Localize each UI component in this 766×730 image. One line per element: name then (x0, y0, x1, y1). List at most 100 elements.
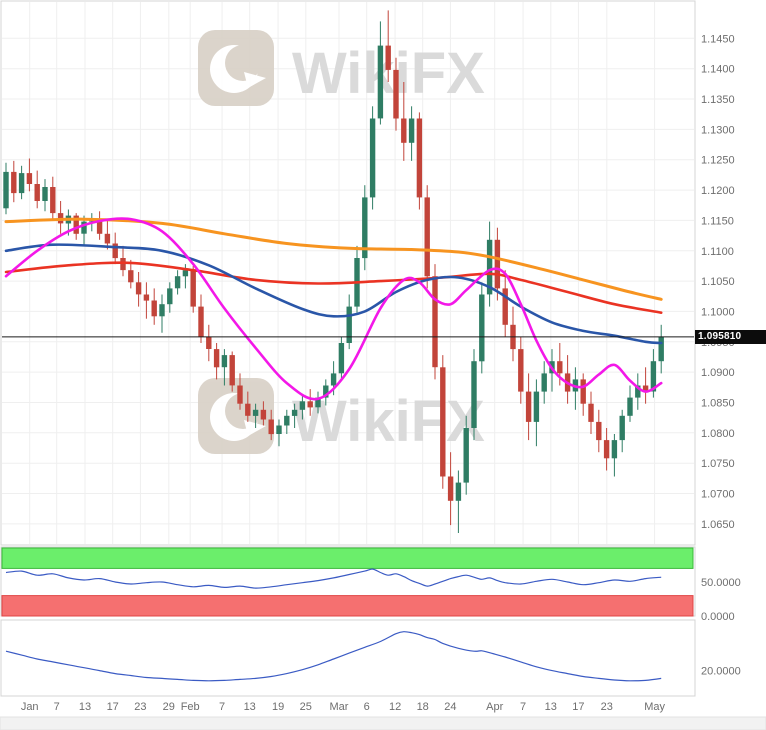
price-axis-label: 1.1150 (701, 215, 734, 227)
indicator-axis-label: 50.0000 (701, 577, 741, 589)
time-axis-label: Apr (486, 701, 503, 713)
candle-body (120, 258, 126, 271)
time-axis-label: 17 (572, 701, 584, 713)
lower-indicator-panel (0, 619, 696, 697)
candle-body (3, 171, 9, 209)
candle-body (330, 373, 337, 386)
wikifx-watermark: WikiFX (198, 378, 485, 454)
candle-body (159, 304, 165, 317)
candle-body (268, 419, 274, 435)
candle-body (315, 397, 321, 408)
candle-body (541, 373, 547, 392)
time-axis-label: 29 (163, 701, 175, 713)
candle-body (206, 336, 212, 349)
wikifx-logo-icon (198, 30, 274, 106)
price-axis-label: 1.1050 (701, 276, 735, 288)
candle-body (18, 173, 25, 194)
candle-body (447, 476, 454, 501)
indicator-axis-label: 20.0000 (701, 666, 741, 678)
candle-body (424, 197, 430, 277)
candle-body (619, 415, 625, 441)
candle-body (385, 45, 391, 70)
ma-magenta-line (4, 217, 663, 401)
time-axis-label: 13 (244, 701, 256, 713)
candle-body (26, 173, 33, 184)
oscillator-upper-line (5, 568, 662, 589)
candle-body (221, 355, 228, 368)
candle-body (104, 233, 111, 244)
candle-body (494, 239, 501, 289)
candle-body (377, 45, 384, 119)
candle-body (284, 415, 290, 426)
candle-body (596, 421, 602, 441)
candle-body (174, 276, 181, 289)
price-axis-label: 1.0650 (701, 519, 735, 531)
price-axis-label: 1.1350 (701, 94, 735, 106)
candle-body (408, 118, 415, 143)
price-axis-label: 1.0900 (701, 367, 735, 379)
candle-body (338, 343, 345, 374)
watermark-text: WikiFX (292, 389, 485, 454)
candle-body (198, 306, 204, 337)
price-axis-label: 1.1400 (701, 64, 735, 76)
time-axis-label: 12 (389, 701, 401, 713)
candle-body (42, 187, 48, 201)
price-axis-label: 1.1000 (701, 306, 735, 318)
candle-body (533, 391, 540, 422)
candle-body (502, 288, 508, 325)
candle-body (440, 367, 446, 477)
ma-orange-line (4, 217, 663, 301)
candle-body (323, 385, 329, 398)
time-axis-label: Mar (330, 701, 349, 713)
candle-body (190, 270, 196, 307)
price-axis-label: 1.1200 (701, 185, 735, 197)
indicator-band (1, 547, 694, 569)
time-axis-label: 24 (444, 701, 456, 713)
candle-body (260, 409, 267, 420)
price-axis-label: 1.0750 (701, 458, 735, 470)
candle-body (479, 294, 485, 362)
time-axis: Jan 7 13 17 23 29 Feb 7 13 19 25 Mar 6 12 18 24 Apr 7 13 17… (21, 701, 666, 713)
candle-body (50, 187, 56, 214)
candle-body (658, 336, 664, 362)
candle-body (237, 385, 243, 404)
candle-body (611, 440, 618, 459)
candle-body (642, 385, 649, 392)
candle-body (518, 349, 524, 392)
candle-body (299, 401, 306, 410)
horizontal-scrollbar[interactable] (0, 716, 766, 730)
candle-body (650, 361, 657, 392)
price-axis-label: 1.1450 (701, 33, 735, 45)
time-axis-label: 7 (520, 701, 526, 713)
candles-layer (3, 10, 664, 533)
time-axis-label: 7 (54, 701, 60, 713)
candle-body (580, 379, 586, 404)
candle-body (151, 300, 157, 317)
time-axis-label: Jan (21, 701, 39, 713)
candle-body (128, 270, 134, 283)
main-price-panel (0, 0, 696, 546)
price-axis-label: 1.1250 (701, 155, 735, 167)
oscillator-lower-layer: 20.0000 (5, 631, 741, 682)
candle-body (525, 391, 532, 422)
candle-body (432, 276, 438, 368)
candle-body (143, 294, 150, 301)
candle-body (346, 306, 352, 343)
candle-body (471, 361, 477, 428)
price-axis-label: 1.1100 (701, 246, 734, 258)
oscillator-lower-line (5, 631, 662, 682)
candle-body (401, 118, 407, 143)
indicator-band (1, 595, 694, 617)
time-axis-label: 19 (272, 701, 284, 713)
candle-body (11, 171, 17, 194)
price-axis-label: 1.0800 (701, 428, 735, 440)
candle-body (463, 428, 469, 483)
candle-body (96, 219, 103, 234)
candle-body (34, 184, 40, 201)
time-axis-label: 13 (79, 701, 91, 713)
ma-red-line (4, 261, 663, 314)
candle-body (603, 440, 610, 459)
candle-body (635, 385, 641, 398)
time-axis-label: 25 (300, 701, 312, 713)
